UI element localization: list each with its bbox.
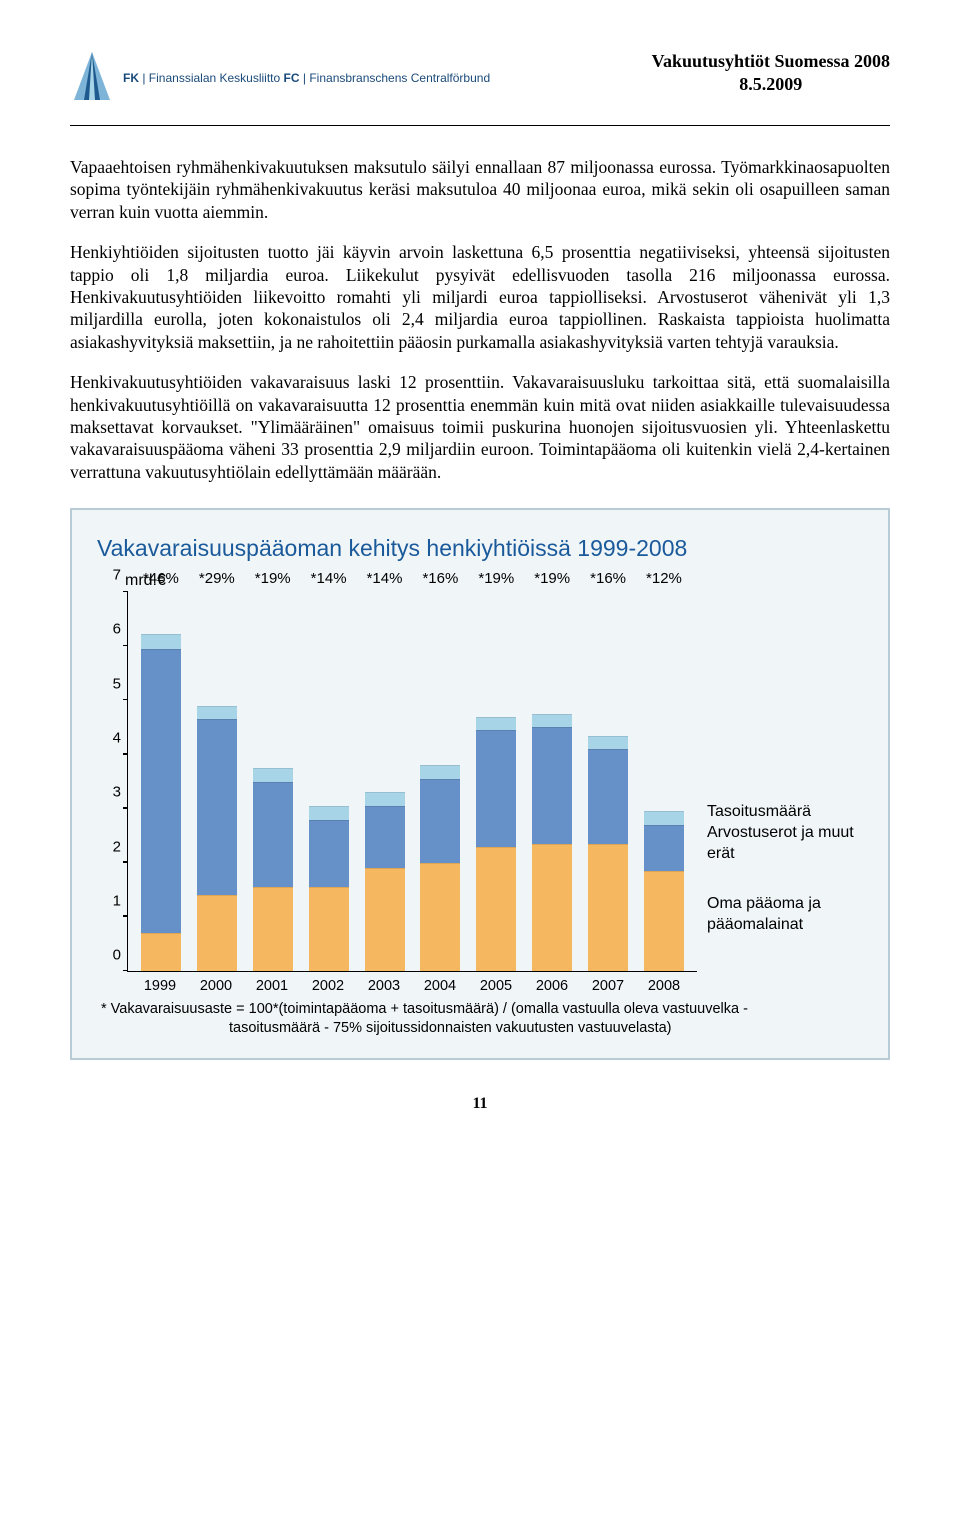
bar-seg-tasoitus [141,634,181,649]
bar-seg-arvostus [588,749,628,844]
y-tick-label: 7 [113,567,121,584]
body-text: Vapaaehtoisen ryhmähenkivakuutuksen maks… [70,156,890,483]
x-tick-label: 2007 [588,978,628,994]
page-number: 11 [70,1095,890,1113]
bar-seg-oma [420,863,460,971]
bar-seg-arvostus [476,730,516,846]
bar-seg-tasoitus [532,714,572,728]
bar-seg-tasoitus [420,765,460,779]
org-name: FK | Finanssialan Keskusliitto FC | Fina… [123,71,490,85]
bar-seg-arvostus [309,820,349,888]
chart-legend: Tasoitusmäärä Arvostuserot ja muut erät … [707,592,868,966]
bar-2001: *19% [253,592,293,971]
x-tick-label: 2008 [644,978,684,994]
bar-pct-label: *19% [478,570,514,713]
paragraph-3: Henkivakuutusyhtiöiden vakavaraisuus las… [70,371,890,483]
bar-seg-oma [197,895,237,971]
x-tick-label: 2000 [196,978,236,994]
doc-date: 8.5.2009 [652,73,890,96]
chart-plot-area: 01234567 *46%*29%*19%*14%*14%*16%*19%*19… [97,592,697,992]
bar-pct-label: *16% [590,570,626,731]
x-tick-label: 1999 [140,978,180,994]
bar-seg-arvostus [197,719,237,895]
bar-1999: *46% [141,592,181,971]
bar-2004: *16% [420,592,460,971]
bar-2002: *14% [309,592,349,971]
x-tick-label: 2003 [364,978,404,994]
fk-logo-icon [70,50,115,105]
bar-seg-oma [365,868,405,971]
page-header: FK | Finanssialan Keskusliitto FC | Fina… [70,50,890,105]
bar-seg-tasoitus [309,806,349,820]
bar-seg-arvostus [253,782,293,888]
chart-panel: Vakavaraisuuspääoman kehitys henkiyhtiöi… [70,508,890,1060]
bar-pct-label: *29% [199,570,235,702]
y-tick-label: 0 [113,947,121,964]
bar-pct-label: *14% [311,570,347,802]
bar-2006: *19% [532,592,572,971]
bar-pct-label: *12% [646,570,682,807]
bar-seg-tasoitus [476,717,516,731]
y-tick-label: 6 [113,621,121,638]
bar-seg-arvostus [365,806,405,868]
bar-seg-arvostus [644,825,684,871]
bar-pct-label: *14% [367,570,403,788]
y-tick-label: 3 [113,784,121,801]
bar-pct-label: *19% [255,570,291,764]
bar-2000: *29% [197,592,237,971]
chart-title: Vakavaraisuuspääoman kehitys henkiyhtiöi… [97,535,868,562]
x-tick-label: 2006 [532,978,572,994]
y-tick-label: 4 [113,729,121,746]
legend-tasoitus: Tasoitusmäärä Arvostuserot ja muut erät [707,802,868,864]
bar-seg-arvostus [420,779,460,863]
bar-seg-tasoitus [365,792,405,806]
legend-oma: Oma pääoma ja pääomalainat [707,894,868,936]
paragraph-2: Henkiyhtiöiden sijoitusten tuotto jäi kä… [70,241,890,353]
bar-seg-oma [644,871,684,971]
y-tick-label: 5 [113,675,121,692]
bar-seg-oma [309,887,349,971]
chart-footnote: * Vakavaraisuusaste = 100*(toimintapääom… [97,1000,868,1038]
header-rule [70,125,890,126]
bar-seg-arvostus [532,727,572,843]
bar-seg-tasoitus [588,736,628,750]
bar-seg-oma [253,887,293,971]
bar-seg-tasoitus [644,811,684,825]
bar-seg-arvostus [141,649,181,933]
bar-seg-tasoitus [253,768,293,782]
bar-2007: *16% [588,592,628,971]
bar-pct-label: *46% [143,570,179,630]
x-tick-label: 2004 [420,978,460,994]
bar-2003: *14% [365,592,405,971]
bar-seg-oma [141,933,181,971]
bar-seg-oma [588,844,628,971]
bar-pct-label: *16% [422,570,458,761]
paragraph-1: Vapaaehtoisen ryhmähenkivakuutuksen maks… [70,156,890,223]
bar-seg-tasoitus [197,706,237,720]
y-tick-label: 2 [113,838,121,855]
y-tick-label: 1 [113,892,121,909]
doc-title-block: Vakuutusyhtiöt Suomessa 2008 8.5.2009 [652,50,890,97]
bar-2005: *19% [476,592,516,971]
x-tick-label: 2005 [476,978,516,994]
doc-title: Vakuutusyhtiöt Suomessa 2008 [652,50,890,73]
bar-seg-oma [476,847,516,972]
bar-2008: *12% [644,592,684,971]
logo-block: FK | Finanssialan Keskusliitto FC | Fina… [70,50,490,105]
bar-seg-oma [532,844,572,971]
bar-pct-label: *19% [534,570,570,710]
x-tick-label: 2002 [308,978,348,994]
x-tick-label: 2001 [252,978,292,994]
